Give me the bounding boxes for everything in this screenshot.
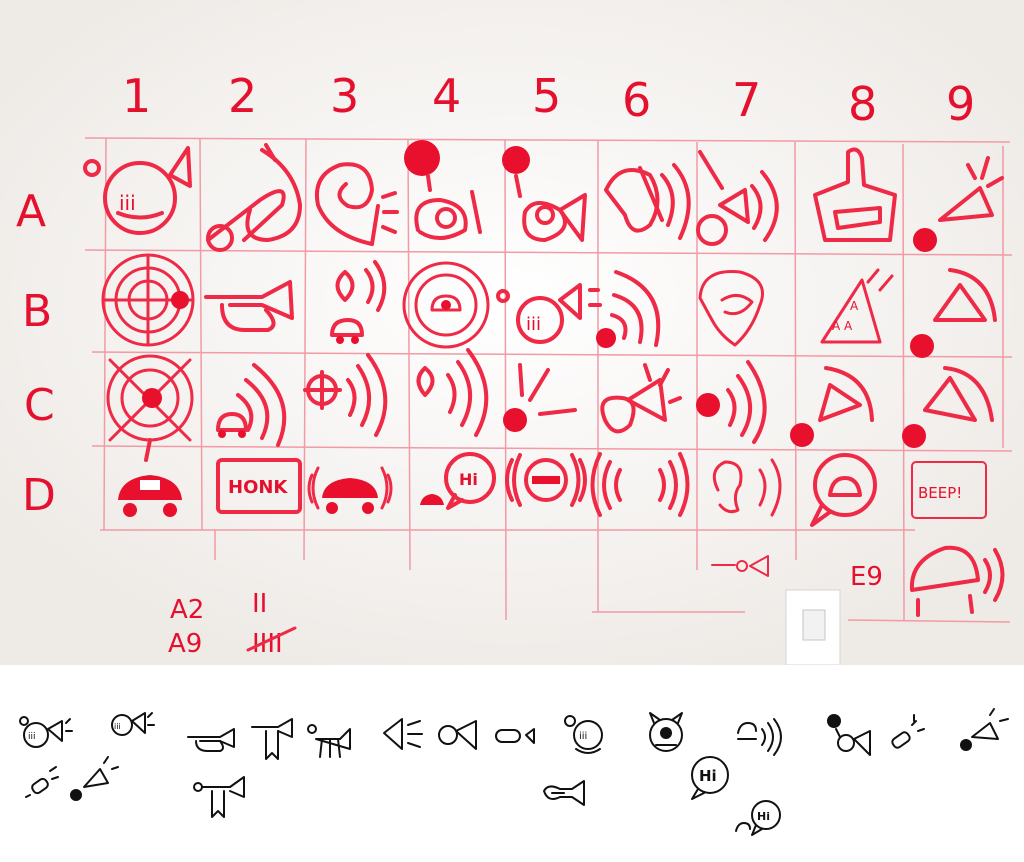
cell-c2 xyxy=(216,363,287,447)
tally-label-a2: A2 xyxy=(170,595,204,625)
cell-b4 xyxy=(402,261,490,349)
tally-marks-a2: II xyxy=(252,589,267,619)
cell-c7 xyxy=(696,360,767,444)
column-header-3: 3 xyxy=(330,69,359,123)
row-headers: A B C D xyxy=(16,186,56,521)
icon-strip-drawing: iii iii xyxy=(19,708,1009,836)
pushpin-horn-icon xyxy=(827,714,871,756)
svg-text:iii: iii xyxy=(114,722,121,731)
grid-lines xyxy=(84,137,1013,623)
svg-text:A: A xyxy=(850,299,859,313)
horn-iii-alt-icon: iii xyxy=(111,712,155,736)
column-header-8: 8 xyxy=(848,77,877,131)
cell-b3 xyxy=(330,260,387,344)
column-header-2: 2 xyxy=(228,69,257,123)
row-header-b: B xyxy=(22,286,52,337)
banner-horn-icon xyxy=(251,718,293,760)
column-header-4: 4 xyxy=(432,69,461,123)
cell-d5 xyxy=(505,453,587,507)
cell-c6 xyxy=(600,363,682,434)
cell-b9 xyxy=(910,268,997,358)
cell-c8 xyxy=(790,366,874,447)
horn-iii-round-icon: iii xyxy=(564,715,603,754)
speech-bubble-large-icon: Hi xyxy=(691,756,729,800)
column-headers: 1 2 3 4 5 6 7 8 9 xyxy=(122,69,975,131)
whiteboard-drawing: 1 2 3 4 5 6 7 8 9 A B C D xyxy=(0,0,1024,665)
horn-circle-icon xyxy=(438,720,477,750)
megaphone-dot-alt-icon xyxy=(960,708,1009,751)
cell-b2 xyxy=(204,280,294,332)
car-speech-bubble-icon: Hi xyxy=(735,800,781,836)
cell-a8 xyxy=(813,147,897,242)
cell-b5-text: iii xyxy=(526,314,541,335)
bubble-small-text: Hi xyxy=(757,810,770,823)
cell-d2-text: HONK xyxy=(228,477,288,498)
cell-c9 xyxy=(902,366,994,448)
cell-d7 xyxy=(712,458,782,517)
sousaphone-icon xyxy=(543,780,585,806)
trumpet-icon xyxy=(187,728,235,752)
cell-d4: Hi xyxy=(420,452,496,510)
cell-d8 xyxy=(810,453,877,527)
cell-b6 xyxy=(596,270,661,348)
cell-b8: A A A xyxy=(820,268,894,344)
cell-a7 xyxy=(696,150,779,246)
cell-a6 xyxy=(604,163,691,240)
horn-bell-icon xyxy=(307,724,351,758)
banner-horn-small-icon xyxy=(193,776,245,818)
cell-d9: BEEP! xyxy=(911,461,987,519)
cell-c4 xyxy=(416,348,489,437)
cell-d9-text: BEEP! xyxy=(918,484,962,502)
column-header-5: 5 xyxy=(532,69,561,123)
cell-d1 xyxy=(118,438,182,517)
cell-e7-sketch xyxy=(711,555,769,577)
cell-b7 xyxy=(698,270,764,347)
cell-a4 xyxy=(404,140,482,240)
cell-d3 xyxy=(307,466,393,514)
svg-text:iii: iii xyxy=(579,731,587,742)
cell-c3 xyxy=(303,353,388,437)
light-switch xyxy=(785,589,841,665)
cell-a5 xyxy=(502,146,587,242)
cell-a1: iii xyxy=(83,146,192,235)
devil-face-icon xyxy=(649,712,683,752)
row-header-c: C xyxy=(24,380,55,431)
column-header-7: 7 xyxy=(732,73,761,127)
horn-iii-icon: iii xyxy=(19,716,73,748)
cell-d6 xyxy=(590,452,690,517)
cell-e9 xyxy=(909,545,1005,617)
column-header-9: 9 xyxy=(946,77,975,131)
row-header-a: A xyxy=(16,186,46,237)
whiteboard: 1 2 3 4 5 6 7 8 9 A B C D xyxy=(0,0,1024,665)
cell-b5: iii xyxy=(496,283,602,344)
cell-a2 xyxy=(206,143,302,252)
cell-d4-text: Hi xyxy=(459,470,478,489)
cell-d2: HONK xyxy=(216,458,302,514)
svg-text:A A: A A xyxy=(832,319,853,333)
row-header-d: D xyxy=(22,470,56,521)
cell-a9 xyxy=(913,156,1004,252)
car-sound-icon xyxy=(737,718,782,756)
bubble-large-text: Hi xyxy=(699,767,717,785)
cell-c5 xyxy=(503,363,577,432)
horn-iii-text: iii xyxy=(28,732,36,742)
capsule-horn-icon xyxy=(495,728,535,744)
row-header-e9: E9 xyxy=(850,562,883,592)
cell-b1 xyxy=(101,253,195,347)
column-header-1: 1 xyxy=(122,69,151,123)
cell-a1-text: iii xyxy=(119,191,136,215)
megaphone-dot-icon xyxy=(70,756,119,801)
tally-label-a9: A9 xyxy=(168,629,202,659)
cell-c1 xyxy=(106,354,194,442)
tally-marks-a9: IIII xyxy=(252,629,283,659)
whistle-icon xyxy=(25,766,59,798)
cell-a3 xyxy=(315,162,399,246)
megaphone-outline-icon xyxy=(383,718,423,750)
whistle-alt-icon xyxy=(891,714,925,749)
icon-strip: iii iii xyxy=(0,665,1024,858)
tally: A2 II A9 IIII xyxy=(168,589,283,659)
column-header-6: 6 xyxy=(622,73,651,127)
